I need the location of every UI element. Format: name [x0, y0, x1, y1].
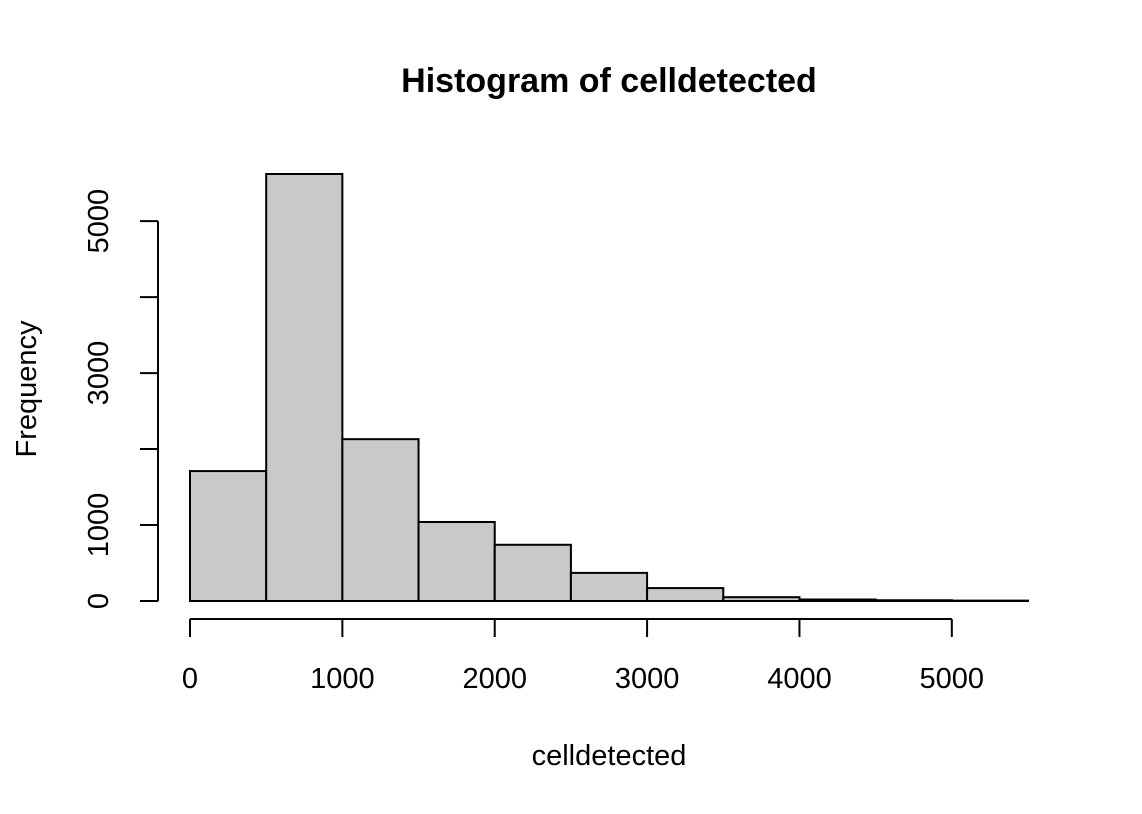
histogram-bar: [417, 520, 496, 602]
x-tick-label: 5000: [920, 663, 985, 695]
y-axis-label: Frequency: [11, 320, 43, 458]
x-axis-label: celldetected: [532, 740, 687, 772]
y-tick-label: 5000: [83, 189, 115, 254]
y-tick-label: 0: [83, 593, 115, 609]
histogram-bar: [265, 173, 344, 602]
x-tick-label: 3000: [615, 663, 680, 695]
x-tick-label: 4000: [767, 663, 832, 695]
y-tick-label: 1000: [83, 493, 115, 558]
bars-group: [189, 173, 1029, 603]
x-tick-label: 2000: [462, 663, 527, 695]
histogram-bar: [493, 543, 572, 603]
histogram-bar: [569, 571, 649, 602]
x-tick-label: 1000: [310, 663, 375, 695]
x-axis: 0 1000 2000 3000 4000 5000: [182, 618, 985, 695]
y-axis: 0 1000 3000 5000: [83, 189, 159, 609]
histogram-bar: [646, 587, 725, 602]
y-tick-label: 3000: [83, 341, 115, 406]
x-tick-label: 0: [182, 663, 198, 695]
chart-title: Histogram of celldetected: [401, 62, 817, 100]
histogram-bar: [341, 438, 420, 602]
histogram-bar: [189, 470, 268, 602]
